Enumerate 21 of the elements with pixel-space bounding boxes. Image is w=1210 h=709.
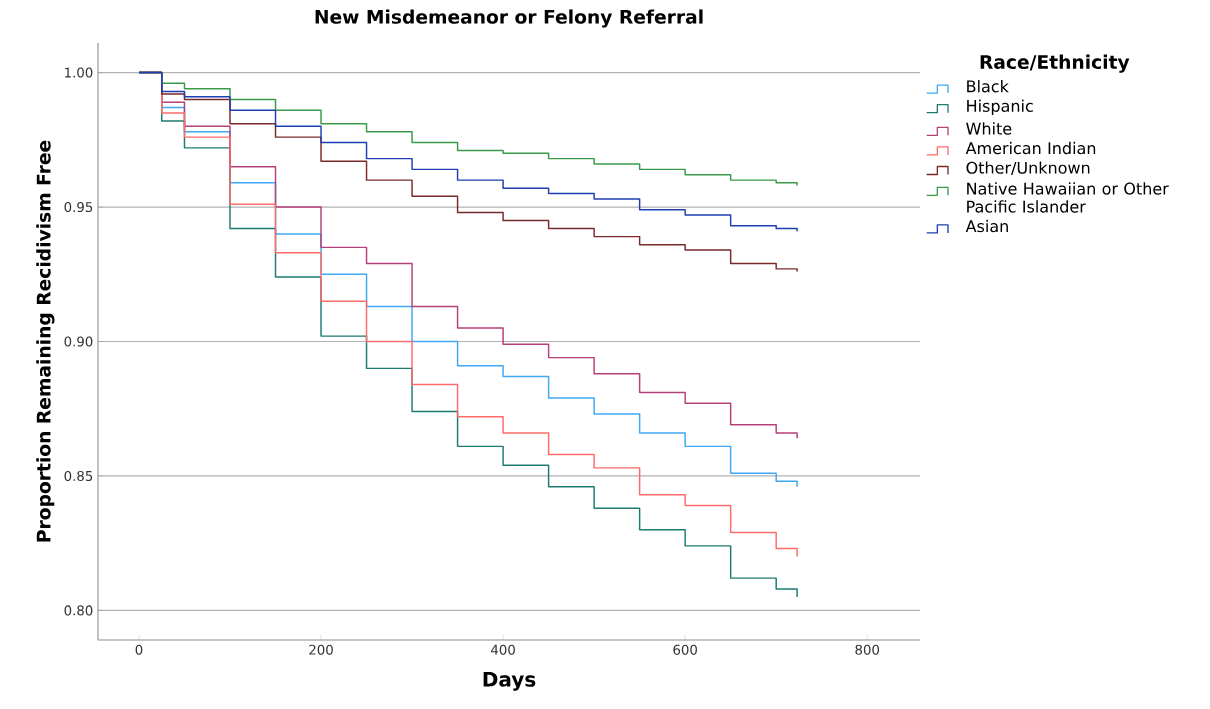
y-axis-title: Proportion Remaining Recidivism Free [36, 140, 55, 542]
y-tick-label: 0.80 [64, 605, 93, 616]
x-tick-label: 600 [673, 644, 697, 655]
legend-label: Black [967, 80, 1009, 93]
x-tick-label: 0 [135, 644, 143, 655]
y-tick-label: 0.95 [64, 201, 93, 213]
legend-label: Other/Unknown [966, 161, 1090, 176]
legend-label: White [966, 122, 1012, 135]
legend-label: American Indian [965, 141, 1096, 155]
chart-title: New Misdemeanor or Felony Referral [315, 9, 703, 28]
legend-label: Asian [965, 219, 1008, 233]
legend-label: Native Hawaiian or Other Pacific Islander [967, 182, 1169, 213]
y-tick-label: 0.90 [64, 336, 93, 347]
y-tick-label: 1.00 [65, 67, 93, 78]
legend-title: Race/Ethnicity [980, 54, 1130, 73]
x-tick-label: 400 [491, 644, 515, 655]
legend-label: Hispanic [967, 99, 1033, 116]
x-axis-title: Days [483, 671, 536, 691]
y-tick-label: 0.85 [64, 470, 93, 481]
x-tick-label: 200 [309, 644, 333, 655]
x-tick-label: 800 [855, 644, 880, 655]
